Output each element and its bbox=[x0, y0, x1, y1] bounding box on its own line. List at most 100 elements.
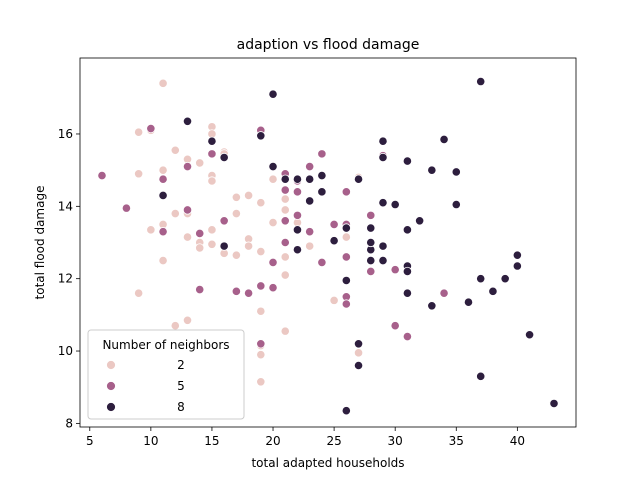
data-point bbox=[256, 246, 266, 257]
data-point bbox=[182, 205, 193, 215]
legend-marker bbox=[106, 402, 116, 412]
data-point bbox=[427, 165, 437, 175]
data-point bbox=[402, 331, 413, 342]
x-tick-label: 40 bbox=[510, 434, 525, 448]
data-point bbox=[305, 174, 315, 184]
data-point bbox=[231, 208, 241, 219]
data-point bbox=[329, 295, 339, 305]
data-point bbox=[158, 255, 168, 266]
data-point bbox=[476, 274, 486, 284]
data-point bbox=[231, 286, 241, 296]
data-point bbox=[219, 152, 229, 163]
data-point bbox=[280, 216, 290, 226]
data-point bbox=[219, 216, 229, 226]
data-point bbox=[256, 306, 266, 316]
data-point bbox=[353, 348, 364, 358]
data-point bbox=[243, 190, 254, 201]
data-point bbox=[134, 127, 144, 137]
legend-box bbox=[87, 329, 245, 420]
data-point bbox=[268, 257, 278, 267]
data-point bbox=[231, 250, 241, 260]
data-point bbox=[182, 232, 193, 242]
data-point bbox=[280, 174, 290, 184]
data-point bbox=[256, 198, 266, 208]
data-point bbox=[170, 321, 180, 331]
data-point bbox=[243, 241, 254, 251]
data-point bbox=[292, 225, 303, 235]
data-point bbox=[158, 227, 168, 237]
data-point bbox=[280, 270, 290, 280]
y-tick-label: 8 bbox=[65, 416, 73, 430]
data-point bbox=[329, 236, 339, 246]
data-point bbox=[341, 187, 351, 197]
legend-entry: 8 bbox=[106, 400, 185, 414]
x-tick-label: 10 bbox=[143, 434, 158, 448]
data-point bbox=[378, 152, 388, 163]
x-tick-label: 20 bbox=[265, 434, 280, 448]
data-point bbox=[366, 237, 376, 248]
data-point bbox=[292, 210, 303, 220]
x-tick-label: 5 bbox=[86, 434, 94, 448]
data-point bbox=[158, 174, 168, 184]
data-point bbox=[231, 192, 241, 202]
data-point bbox=[256, 131, 266, 141]
data-point bbox=[341, 299, 351, 309]
data-point bbox=[292, 187, 303, 197]
x-axis: 5 10 15 20 25 30 35 40 bbox=[86, 427, 525, 448]
data-point bbox=[305, 161, 315, 172]
data-point bbox=[268, 283, 278, 293]
data-point bbox=[451, 199, 461, 210]
data-point bbox=[500, 274, 510, 284]
data-point bbox=[378, 136, 388, 146]
data-point bbox=[121, 203, 132, 213]
data-point bbox=[134, 169, 144, 179]
y-axis-label: total flood damage bbox=[33, 186, 47, 300]
legend-marker bbox=[106, 381, 116, 391]
data-point bbox=[305, 241, 315, 251]
data-point bbox=[182, 116, 193, 126]
points-layer bbox=[97, 76, 559, 416]
data-point bbox=[268, 174, 278, 184]
data-point bbox=[280, 326, 290, 336]
data-point bbox=[305, 196, 315, 206]
data-point bbox=[280, 185, 290, 195]
data-point bbox=[280, 252, 290, 262]
data-point bbox=[463, 297, 474, 307]
data-point bbox=[292, 245, 303, 255]
data-point bbox=[390, 265, 400, 275]
data-point bbox=[243, 288, 254, 298]
data-point bbox=[256, 350, 266, 360]
data-point bbox=[207, 225, 217, 235]
data-point bbox=[341, 252, 351, 262]
data-point bbox=[256, 377, 266, 387]
data-point bbox=[268, 218, 278, 228]
data-point bbox=[158, 78, 168, 88]
data-point bbox=[366, 223, 376, 233]
data-point bbox=[317, 257, 327, 267]
data-point bbox=[341, 406, 351, 416]
y-tick-label: 10 bbox=[58, 344, 73, 358]
data-point bbox=[207, 149, 217, 159]
data-point bbox=[341, 275, 351, 286]
data-point bbox=[524, 330, 535, 340]
data-point bbox=[158, 190, 168, 201]
legend-marker bbox=[106, 360, 116, 370]
data-point bbox=[207, 239, 217, 249]
x-tick-label: 30 bbox=[388, 434, 403, 448]
data-point bbox=[134, 288, 144, 298]
data-point bbox=[439, 288, 449, 298]
data-point bbox=[280, 194, 290, 204]
data-point bbox=[97, 170, 107, 181]
y-axis: 8 10 12 14 16 bbox=[58, 127, 80, 430]
data-point bbox=[549, 398, 559, 409]
legend-label: 2 bbox=[177, 358, 185, 372]
data-point bbox=[439, 134, 449, 144]
data-point bbox=[476, 76, 486, 87]
data-point bbox=[476, 371, 486, 381]
legend-entry: 2 bbox=[106, 358, 185, 372]
data-point bbox=[353, 339, 364, 349]
data-point bbox=[195, 284, 205, 295]
data-point bbox=[146, 123, 156, 134]
data-point bbox=[280, 237, 290, 248]
